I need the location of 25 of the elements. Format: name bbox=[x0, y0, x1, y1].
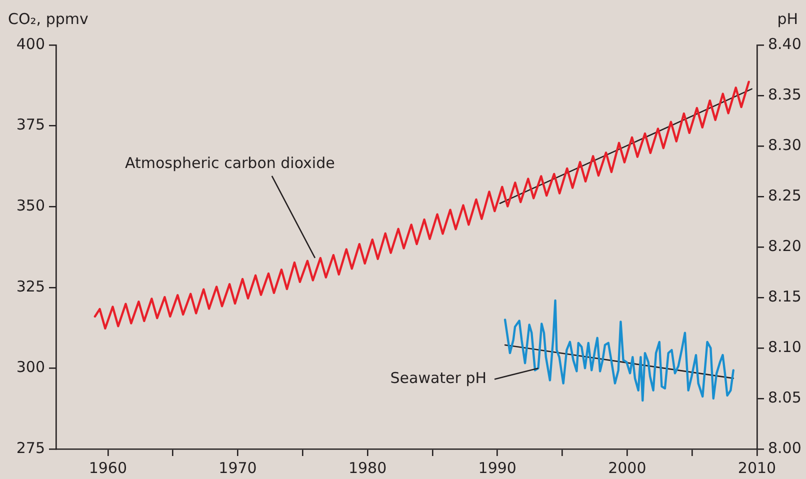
y2-tick-label: 8.15 bbox=[768, 287, 802, 306]
y2-tick-label: 8.25 bbox=[768, 186, 802, 204]
y2-tick-label: 8.00 bbox=[768, 438, 802, 457]
x-tick-label: 1970 bbox=[218, 458, 257, 477]
x-tick-label: 1960 bbox=[88, 458, 128, 477]
y2-tick-label: 8.05 bbox=[768, 388, 802, 406]
y2-axis-title: pH bbox=[777, 10, 798, 28]
y-tick-label: 300 bbox=[16, 358, 45, 376]
x-tick-label: 1980 bbox=[348, 458, 387, 477]
x-tick-label: 1990 bbox=[478, 458, 516, 477]
y-axis-title: CO₂, ppmv bbox=[8, 10, 88, 28]
y2-tick-label: 8.40 bbox=[768, 34, 802, 53]
y2-tick-label: 8.10 bbox=[768, 338, 802, 356]
y-tick-label: 350 bbox=[16, 196, 45, 214]
y-tick-label: 375 bbox=[16, 116, 45, 134]
y-tick-label: 275 bbox=[16, 438, 45, 457]
y2-tick-label: 8.35 bbox=[768, 85, 802, 104]
x-tick-label: 2000 bbox=[608, 458, 646, 477]
y-tick-label: 325 bbox=[16, 277, 45, 296]
y-tick-label: 400 bbox=[16, 34, 45, 53]
x-tick-label: 2010 bbox=[738, 458, 776, 477]
annotation: Atmospheric carbon dioxide bbox=[124, 154, 335, 172]
y2-tick-label: 8.30 bbox=[768, 136, 802, 154]
annotation: Seawater pH bbox=[390, 369, 487, 388]
y2-tick-label: 8.20 bbox=[768, 236, 802, 255]
